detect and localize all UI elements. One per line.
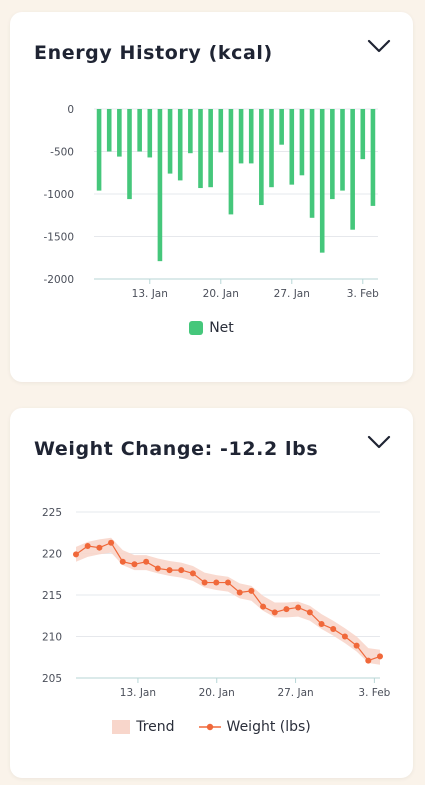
weight-point [377,653,383,660]
bar [330,109,335,200]
y-tick-label: 205 [42,673,62,685]
bar [309,109,315,218]
bar [218,109,224,153]
y-tick-label: -1000 [43,189,74,201]
weight-change-title: Weight Change: -12.2 lbs [34,438,319,460]
bar [269,109,274,188]
net-swatch [189,321,204,335]
bar [238,109,244,164]
weight-point [260,603,267,610]
bar [177,109,183,181]
chevron-down-icon[interactable] [367,38,391,54]
chevron-down-icon[interactable] [367,434,391,450]
bar [370,109,376,206]
weight-change-chart: 205 210 215 220 225 13. Jan 20. Jan 27. Jan 3. F… [42,507,391,699]
weight-point [236,589,243,596]
bar [279,109,284,145]
y-tick-label: 210 [42,632,62,644]
energy-history-card: Energy History (kcal) 0 -500 -1000 -1500 -20… [10,12,413,382]
bar [198,109,203,189]
weight-point [271,609,278,616]
weight-point [154,565,161,572]
legend-item-weight[interactable]: Weight (lbs) [198,719,311,735]
weight-change-card: Weight Change: -12.2 lbs 205 210 215 220 225… [10,408,413,778]
bar [106,109,112,152]
bar [319,109,325,253]
weight-point [84,543,91,550]
legend-trend-label: Trend [136,719,175,735]
bar [188,109,193,154]
y-tick-label: 215 [42,590,62,602]
weight-point [178,567,185,574]
y-tick-label: -2000 [43,274,74,286]
bar [248,109,254,164]
x-tick-label: 27. Jan [277,687,313,699]
bar [147,109,153,158]
weight-point [353,642,360,649]
weight-point [341,633,348,640]
weight-legend: Trend Weight (lbs) [10,719,413,735]
weight-point [365,657,372,664]
bar [117,109,122,157]
x-tick-label: 13. Jan [132,288,168,300]
bar [167,109,173,174]
weight-point [189,570,196,577]
weight-point [248,587,255,594]
weight-point [225,579,231,586]
legend-item-trend[interactable]: Trend [112,719,175,735]
legend-net-label: Net [209,320,234,336]
energy-history-title: Energy History (kcal) [34,42,273,64]
weight-point [73,551,79,558]
trend-swatch [112,720,131,734]
legend-item-net[interactable]: Net [189,320,234,336]
weight-point [201,579,208,586]
bar [289,109,295,185]
bar [157,109,163,262]
x-tick-label: 3. Feb [358,687,390,699]
bar [127,109,132,200]
legend-weight-label: Weight (lbs) [226,719,311,735]
weight-point [143,558,150,565]
bar [137,109,142,152]
bar [228,109,234,215]
weight-point [330,626,337,633]
y-tick-label: 220 [42,549,62,561]
bar [96,109,102,191]
y-tick-label: 0 [67,104,74,116]
bar [340,109,345,191]
bar [208,109,213,188]
x-tick-label: 13. Jan [120,687,156,699]
x-tick-label: 27. Jan [274,288,310,300]
weight-point [166,567,173,574]
weight-point [283,606,290,613]
weight-swatch [198,723,221,731]
weight-point [306,609,313,616]
energy-legend: Net [10,320,413,336]
weight-point [213,579,220,586]
weight-point [318,621,325,628]
weight-point [96,544,103,551]
bar [360,109,366,160]
x-tick-label: 20. Jan [199,687,235,699]
y-tick-label: 225 [42,507,62,519]
x-tick-label: 3. Feb [347,288,379,300]
y-tick-label: -500 [50,147,74,159]
energy-history-chart: 0 -500 -1000 -1500 -2000 13. Jan 20. Jan 27. Ja… [43,104,379,300]
weight-point [108,539,115,546]
x-tick-label: 20. Jan [203,288,239,300]
trend-band [76,537,380,665]
bar [299,109,305,176]
weight-point [295,604,302,611]
bar [259,109,264,206]
weight-point [119,558,126,565]
bar [350,109,355,230]
weight-point [131,561,138,568]
y-tick-label: -1500 [43,232,74,244]
